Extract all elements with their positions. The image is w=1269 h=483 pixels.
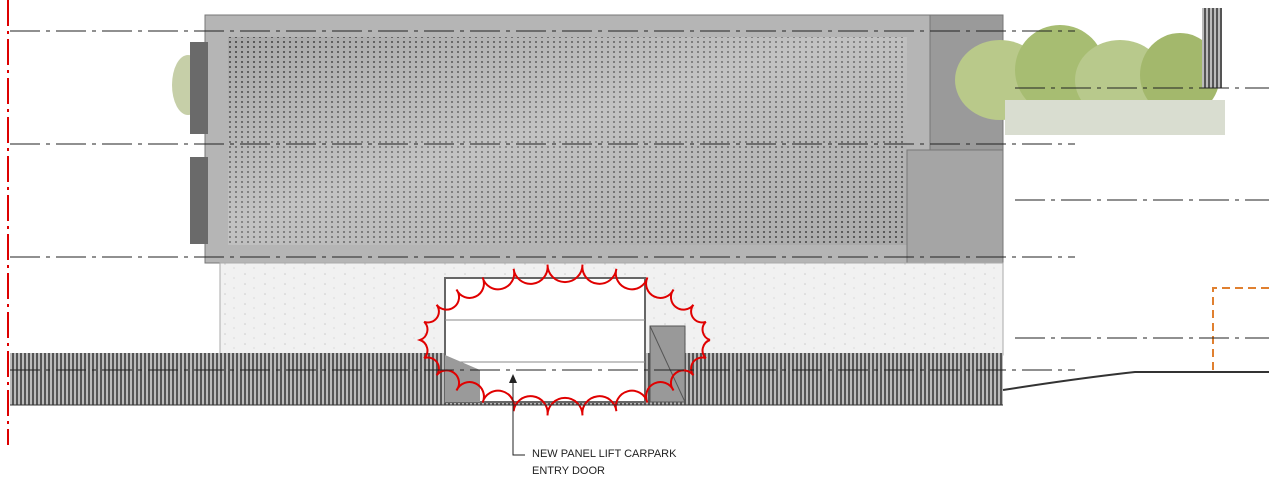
side-panel: [190, 157, 208, 244]
panel-shading: [228, 37, 907, 245]
side-panel: [190, 42, 208, 134]
boundary-outline: [1213, 288, 1269, 370]
side-wall-lower: [907, 150, 1003, 263]
trees: [955, 25, 1225, 135]
annotation-text: ENTRY DOOR: [532, 465, 605, 477]
annotation-text: NEW PANEL LIFT CARPARK: [532, 448, 677, 460]
elevation-drawing: NEW PANEL LIFT CARPARK ENTRY DOOR: [0, 0, 1269, 483]
post: [1202, 8, 1222, 88]
ground-line: [1003, 372, 1269, 390]
